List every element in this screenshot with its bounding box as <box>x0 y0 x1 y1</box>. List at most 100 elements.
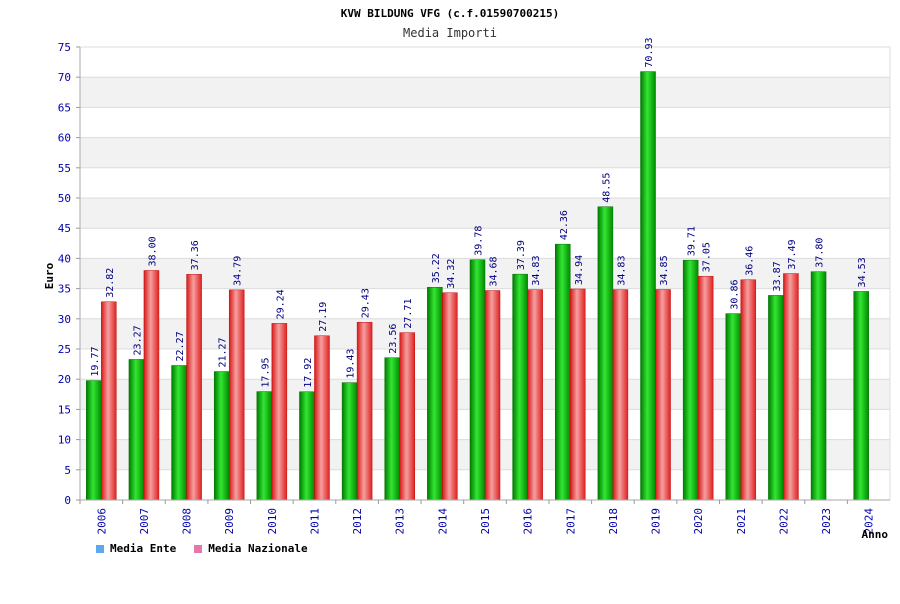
y-tick-label: 50 <box>58 192 71 205</box>
bar-media-ente <box>853 291 869 501</box>
x-tick-label: 2022 <box>777 508 790 535</box>
bar-media-ente <box>384 357 400 501</box>
value-label: 48.55 <box>601 173 612 203</box>
bar-media-nazionale <box>783 273 799 501</box>
bar-media-ente <box>725 313 742 501</box>
x-tick-label: 2018 <box>607 508 620 535</box>
bar-media-nazionale <box>484 290 501 501</box>
y-tick-label: 55 <box>58 162 71 175</box>
y-tick-label: 10 <box>58 434 71 447</box>
chart-title: KVW BILDUNG VFG (c.f.01590700215) <box>341 7 560 20</box>
x-axis: 2006 2007 2008 2009 2010 2011 2012 2013 2014 2015… <box>79 499 890 535</box>
value-label: 27.19 <box>318 302 329 332</box>
value-label: 34.32 <box>446 259 457 289</box>
value-label: 35.22 <box>431 253 442 283</box>
value-label: 37.39 <box>516 240 527 270</box>
bar-media-nazionale <box>697 275 714 501</box>
bar-media-nazionale <box>612 289 629 501</box>
legend-swatch-ente <box>96 544 104 553</box>
value-label: 34.68 <box>489 256 500 286</box>
value-label: 22.27 <box>175 331 186 361</box>
y-tick-label: 45 <box>58 222 71 235</box>
y-tick-label: 25 <box>58 343 71 356</box>
bar-media-nazionale <box>356 321 373 501</box>
value-label: 19.43 <box>346 349 357 379</box>
value-label: 19.77 <box>90 346 101 376</box>
bar-media-nazionale <box>314 335 330 501</box>
legend: Media Ente Media Nazionale <box>96 542 308 555</box>
y-axis: 0 5 10 15 20 25 30 35 40 45 50 55 60 65 70 75 <box>58 41 891 507</box>
x-axis-title: Anno <box>862 528 889 541</box>
bar-media-nazionale <box>228 289 245 501</box>
bar-media-ente <box>682 259 699 501</box>
value-label: 39.78 <box>474 226 485 256</box>
bar-media-nazionale <box>655 289 671 501</box>
value-label: 34.79 <box>233 256 244 286</box>
y-tick-label: 40 <box>58 252 71 265</box>
x-tick-label: 2011 <box>308 508 321 535</box>
value-label: 37.05 <box>702 242 713 272</box>
value-label: 30.86 <box>729 279 740 309</box>
value-label: 42.36 <box>559 210 570 240</box>
value-label: 34.83 <box>531 256 542 286</box>
bar-media-nazionale <box>271 323 288 501</box>
y-tick-label: 75 <box>58 41 71 54</box>
legend-label-nazionale: Media Nazionale <box>208 542 308 555</box>
value-label: 34.85 <box>659 255 670 285</box>
value-label: 34.83 <box>616 256 627 286</box>
bar-media-ente <box>640 71 656 501</box>
y-tick-label: 35 <box>58 283 71 296</box>
y-tick-label: 5 <box>64 464 71 477</box>
y-tick-label: 65 <box>58 101 71 114</box>
bar-media-nazionale <box>570 288 586 501</box>
bar-media-ente <box>256 391 273 501</box>
y-tick-label: 60 <box>58 132 71 145</box>
bar-media-ente <box>555 243 571 501</box>
x-tick-label: 2010 <box>266 508 279 535</box>
bar-media-ente <box>86 380 102 501</box>
x-tick-label: 2008 <box>181 508 194 535</box>
y-tick-label: 20 <box>58 373 71 386</box>
x-tick-label: 2015 <box>479 508 492 535</box>
bar-media-ente <box>128 359 145 501</box>
x-tick-label: 2020 <box>692 508 705 535</box>
bar-media-ente <box>597 206 614 501</box>
y-tick-label: 30 <box>58 313 71 326</box>
bar-media-ente <box>512 273 528 501</box>
value-labels: 19.77 32.82 23.27 38.00 22.27 37.36 21.27 34.79… <box>90 37 868 387</box>
value-label: 37.49 <box>787 239 798 269</box>
bar-media-nazionale <box>399 332 415 501</box>
value-label: 27.71 <box>403 299 414 329</box>
bar-media-ente <box>299 391 315 501</box>
bar-media-nazionale <box>143 270 160 501</box>
bar-media-ente <box>427 287 443 501</box>
value-label: 37.80 <box>815 238 826 268</box>
value-label: 23.56 <box>388 324 399 354</box>
bar-media-nazionale <box>527 289 543 501</box>
legend-label-ente: Media Ente <box>110 542 177 555</box>
x-tick-label: 2006 <box>95 508 108 535</box>
value-label: 21.27 <box>218 337 229 367</box>
value-label: 38.00 <box>147 236 158 266</box>
bar-media-ente <box>810 271 827 501</box>
y-tick-label: 0 <box>64 494 71 507</box>
value-label: 29.43 <box>361 288 372 318</box>
y-axis-title: Euro <box>43 262 56 289</box>
bar-media-nazionale <box>442 292 458 501</box>
bar-media-nazionale <box>740 279 757 501</box>
grid-band <box>80 77 890 108</box>
value-label: 23.27 <box>132 325 143 355</box>
value-label: 17.95 <box>260 357 271 387</box>
legend-item-ente: Media Ente <box>96 542 176 555</box>
x-tick-label: 2016 <box>522 508 535 535</box>
x-tick-label: 2012 <box>351 508 364 535</box>
value-label: 33.87 <box>772 261 783 291</box>
bar-media-ente <box>341 382 358 501</box>
value-label: 39.71 <box>687 226 698 256</box>
grid-band <box>80 198 890 229</box>
value-label: 36.46 <box>744 246 755 276</box>
bar-media-ente <box>768 295 784 501</box>
y-tick-label: 70 <box>58 71 71 84</box>
